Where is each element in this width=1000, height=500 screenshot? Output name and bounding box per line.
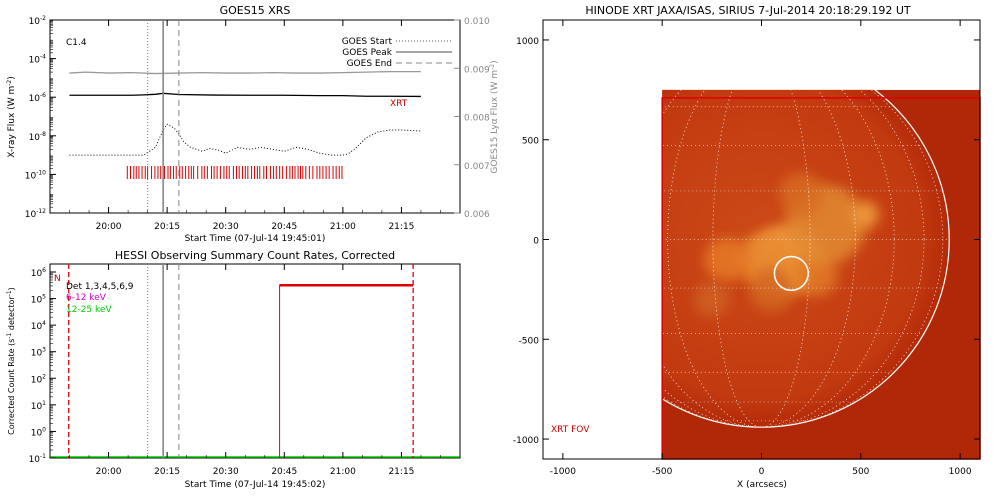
hessi-x-tick-label: 20:00: [96, 467, 122, 477]
hessi-legend-6-12kev: 6-12 keV: [66, 293, 107, 303]
xrt-active-region: [704, 237, 749, 282]
hessi-flag-label: N: [54, 274, 61, 284]
goes-y-axis-label: X-ray Flux (W m-2): [6, 76, 17, 157]
xrt-active-region: [749, 267, 794, 312]
xrt-x-tick-label: 0: [759, 467, 765, 477]
goes-x-ticks: 20:00 20:15 20:30 20:45 21:00 21:15: [49, 20, 461, 232]
goes-y2-axis-label-sup: -2: [489, 64, 496, 70]
goes-x-tick-label: 20:30: [213, 222, 239, 232]
hessi-y-tick-label: 101: [31, 400, 46, 412]
goes-y-tick-label: 10-6: [29, 92, 47, 104]
legend-goes-end-label: GOES End: [347, 59, 392, 69]
goes-annotation: C1.4: [66, 38, 87, 48]
xrt-x-tick-label: -1000: [550, 467, 576, 477]
xrt-x-tick-label: -500: [652, 467, 673, 477]
goes-long-channel-line: [69, 92, 421, 98]
xrt-y-tick-label: 500: [522, 137, 539, 147]
xrt-grid-longitude: [662, 89, 925, 428]
goes-y2-axis-label: GOES15 Lyα Flux (W m-2): [489, 60, 500, 173]
xrt-x-ticks: -1000 -500 0 500 1000: [550, 20, 972, 477]
goes-x-tick-label: 20:45: [271, 222, 297, 232]
hessi-x-tick-label: 20:15: [154, 467, 180, 477]
hessi-legend: Det 1,3,4,5,6,9 6-12 keV 12-25 keV: [66, 282, 134, 315]
hessi-x-tick-label: 20:30: [213, 467, 239, 477]
xrt-y-ticks: 1000 500 0 -500 -1000: [513, 37, 980, 446]
xrt-y-tick-label: 1000: [516, 37, 539, 47]
hessi-x-tick-label: 20:45: [271, 467, 297, 477]
xrt-active-region: [852, 201, 879, 228]
goes-plot-frame: [49, 19, 461, 214]
xrt-y-tick-label: -1000: [513, 436, 539, 446]
xrt-grid-longitude: [662, 89, 895, 428]
xrt-active-region: [779, 172, 824, 217]
goes-x-axis-label: Start Time (07-Jul-14 19:45:01): [185, 234, 326, 244]
legend-goes-start-label: GOES Start: [342, 37, 393, 47]
legend-goes-peak-label: GOES Peak: [342, 48, 392, 58]
goes-y-ticks: 10-2 10-4 10-6 10-8 10-10 10-12: [25, 15, 56, 220]
goes-lya-line: [69, 70, 421, 75]
goes-legend: GOES Start GOES Peak GOES End: [342, 37, 452, 69]
xrt-panel: HINODE XRT JAXA/ISAS, SIRIUS 7-Jul-2014 …: [513, 4, 981, 490]
hessi-y-tick-label: 105: [31, 294, 46, 306]
xrt-flare-circle: [773, 255, 809, 292]
hessi-plot-area: [50, 264, 460, 458]
goes-plot-area: [69, 20, 421, 213]
hessi-y-tick-label: 102: [31, 373, 46, 385]
hessi-x-axis-label: Start Time (07-Jul-14 19:45:02): [185, 480, 326, 490]
xrt-fov-image: [662, 89, 980, 459]
goes-x-tick-label: 20:00: [96, 222, 122, 232]
hessi-legend-12-25kev: 12-25 keV: [66, 305, 112, 315]
xrt-y-tick-label: 0: [533, 237, 539, 247]
xrt-solar-image: [573, 51, 981, 460]
hessi-y-ticks: 106 105 104 103 102 101 100 10-1: [29, 267, 56, 465]
xrt-grid-longitude: [667, 89, 856, 428]
hessi-y-tick-label: 106: [31, 267, 46, 279]
hessi-x-tick-label: 21:00: [330, 467, 356, 477]
goes-y-tick-label: 10-4: [29, 54, 47, 66]
hessi-y-tick-label: 10-1: [29, 453, 47, 465]
xrt-y-tick-label: -500: [519, 336, 540, 346]
xrt-solar-limb: [573, 51, 950, 428]
goes-y-tick-label: 10-12: [25, 208, 46, 220]
goes-y2-ticks: 0.010 0.009 0.008 0.007 0.006: [454, 17, 490, 220]
xrt-grid-longitude: [662, 89, 944, 428]
xrt-title: HINODE XRT JAXA/ISAS, SIRIUS 7-Jul-2014 …: [585, 4, 911, 17]
xrt-x-tick-label: 1000: [949, 467, 972, 477]
hessi-plot-frame: [49, 263, 461, 459]
goes-panel: GOES15 XRS 10-2 10-4 10-6 10-8 10-10 10-12 0.…: [6, 4, 500, 244]
hessi-y-tick-label: 104: [31, 320, 46, 332]
hessi-y-tick-label: 100: [31, 426, 46, 438]
xrt-fov-label: XRT FOV: [551, 425, 590, 435]
hessi-title: HESSI Observing Summary Count Rates, Cor…: [115, 249, 395, 262]
hessi-x-tick-label: 21:15: [388, 467, 414, 477]
hessi-count-rate-line: [279, 284, 414, 458]
goes-x-tick-label: 21:15: [388, 222, 414, 232]
xrt-x-tick-label: 500: [852, 467, 869, 477]
goes-y2-tick-label: 0.010: [464, 17, 490, 27]
goes-short-channel-line: [69, 123, 421, 156]
xrt-helio-grid: [662, 89, 950, 428]
hessi-legend-detectors: Det 1,3,4,5,6,9: [66, 282, 134, 292]
goes-x-tick-label: 21:00: [330, 222, 356, 232]
goes-y2-tick-label: 0.008: [464, 114, 490, 124]
goes-y-tick-label: 10-8: [29, 131, 47, 143]
goes-x-tick-label: 20:15: [154, 222, 180, 232]
xrt-x-axis-label: X (arcsecs): [737, 480, 787, 490]
goes-y2-tick-label: 0.006: [464, 210, 490, 220]
goes-xrt-label: XRT: [390, 99, 408, 109]
xrt-active-region: [694, 281, 730, 317]
goes-y-axis-label-sup: -2: [6, 80, 13, 86]
hessi-x-ticks: 20:00 20:15 20:30 20:45 21:00 21:15: [49, 264, 461, 477]
hessi-y-tick-label: 103: [31, 347, 46, 359]
hessi-panel: HESSI Observing Summary Count Rates, Cor…: [6, 249, 461, 490]
hessi-y-axis-label: Corrected Count Rate (s-1 detector-1): [6, 287, 16, 435]
goes-y-tick-label: 10-10: [25, 169, 46, 181]
goes-y-tick-label: 10-2: [29, 15, 47, 27]
goes-y2-tick-label: 0.009: [464, 65, 490, 75]
goes-title: GOES15 XRS: [220, 4, 291, 17]
goes-y2-tick-label: 0.007: [464, 162, 490, 172]
